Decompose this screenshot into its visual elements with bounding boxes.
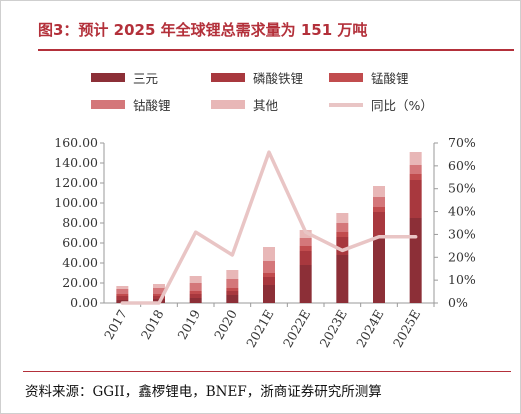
bar-segment [373, 197, 385, 207]
bar-segment [299, 265, 312, 303]
bar-segment [336, 237, 349, 255]
x-tick-label: 2018 [138, 307, 167, 342]
source-divider [23, 371, 511, 372]
bar-segment [299, 238, 312, 246]
y-left-tick-label: 160.00 [54, 135, 98, 150]
legend-label: 钴酸锂 [133, 98, 171, 113]
bar-segment [336, 223, 349, 232]
legend-swatch [329, 73, 363, 82]
y-right-tick-label: 60% [448, 158, 476, 173]
bar-segment [226, 279, 239, 288]
legend-swatch [211, 73, 245, 82]
x-tick-label: 2023E [316, 307, 349, 350]
x-tick-label: 2022E [280, 307, 313, 350]
bar-segment [299, 251, 312, 265]
bar-segment [373, 207, 385, 212]
bar-segment [189, 276, 202, 283]
bar-segment [409, 218, 422, 303]
bar-segment [116, 294, 129, 296]
legend-swatch [91, 73, 125, 82]
legend-label: 三元 [133, 71, 158, 86]
bar-segment [226, 291, 239, 295]
yoy-growth-line [120, 150, 418, 305]
bar-segment [263, 247, 275, 261]
y-right-tick-label: 0% [448, 295, 468, 310]
bar-segment [263, 261, 275, 273]
y-left-tick-label: 60.00 [62, 235, 98, 250]
bar-segment [189, 294, 202, 298]
legend-label: 锰酸锂 [371, 71, 409, 86]
bar-segment [373, 236, 385, 303]
legend-swatch [91, 100, 125, 109]
y-right-tick-label: 10% [448, 272, 476, 287]
y-left-tick-label: 120.00 [54, 175, 98, 190]
bar-segment [409, 174, 422, 180]
legend-label: 磷酸铁锂 [253, 71, 303, 86]
y-right-tick-label: 70% [448, 135, 476, 150]
x-tick-label: 2019 [174, 307, 203, 342]
legend-swatch [211, 100, 245, 109]
title-divider [38, 49, 514, 51]
bar-segment [263, 277, 275, 285]
y-left-tick-label: 80.00 [62, 215, 98, 230]
y-left-tick-label: 0.00 [70, 295, 98, 310]
y-right-tick-label: 30% [448, 226, 476, 241]
bar-segment [226, 270, 239, 279]
bar-segment [336, 213, 349, 223]
bar-segment [263, 273, 275, 277]
x-tick-label: 2024E [353, 307, 386, 350]
x-tick-label: 2020 [211, 307, 240, 342]
y-right-tick-label: 50% [448, 181, 476, 196]
bar-segment [299, 246, 312, 251]
bar-segment [263, 285, 275, 303]
bar-segment [153, 296, 165, 299]
y-right-tick-label: 40% [448, 204, 476, 219]
bar-segment [153, 294, 165, 296]
bar-segment [226, 295, 239, 303]
bar-segment [409, 180, 422, 218]
y-left-tick-label: 40.00 [62, 255, 98, 270]
bar-segment [189, 298, 202, 303]
bar-segment [409, 165, 422, 174]
bar-segment [116, 296, 129, 300]
bar-segment [373, 212, 385, 236]
bar-segment [336, 232, 349, 237]
bar-segment [116, 286, 129, 289]
bar-segment [153, 284, 165, 288]
bar-segment [226, 288, 239, 291]
source-note: 资料来源：GGII，鑫椤锂电，BNEF，浙商证券研究所测算 [25, 384, 382, 400]
figure-title: 图3：预计 2025 年全球锂总需求量为 151 万吨 [38, 21, 368, 39]
bar-segment [189, 283, 202, 291]
bar-segment [373, 186, 385, 197]
bar-segment [189, 291, 202, 294]
legend-label: 同比（%） [371, 98, 433, 113]
y-left-tick-label: 140.00 [54, 155, 98, 170]
bar-segment [336, 255, 349, 303]
x-tick-label: 2021E [243, 307, 276, 350]
y-left-tick-label: 100.00 [54, 195, 98, 210]
y-left-tick-label: 20.00 [62, 275, 98, 290]
legend-label: 其他 [253, 98, 279, 113]
lithium-demand-chart: 0.00 20.00 40.00 60.00 80.00 100.00 120.00 140.… [54, 71, 476, 350]
bar-segment [116, 289, 129, 294]
x-tick-label: 2025E [390, 307, 423, 350]
bar-segment [153, 288, 165, 294]
y-right-tick-label: 20% [448, 249, 476, 264]
x-tick-label: 2017 [101, 307, 130, 342]
bar-segment [409, 152, 422, 165]
